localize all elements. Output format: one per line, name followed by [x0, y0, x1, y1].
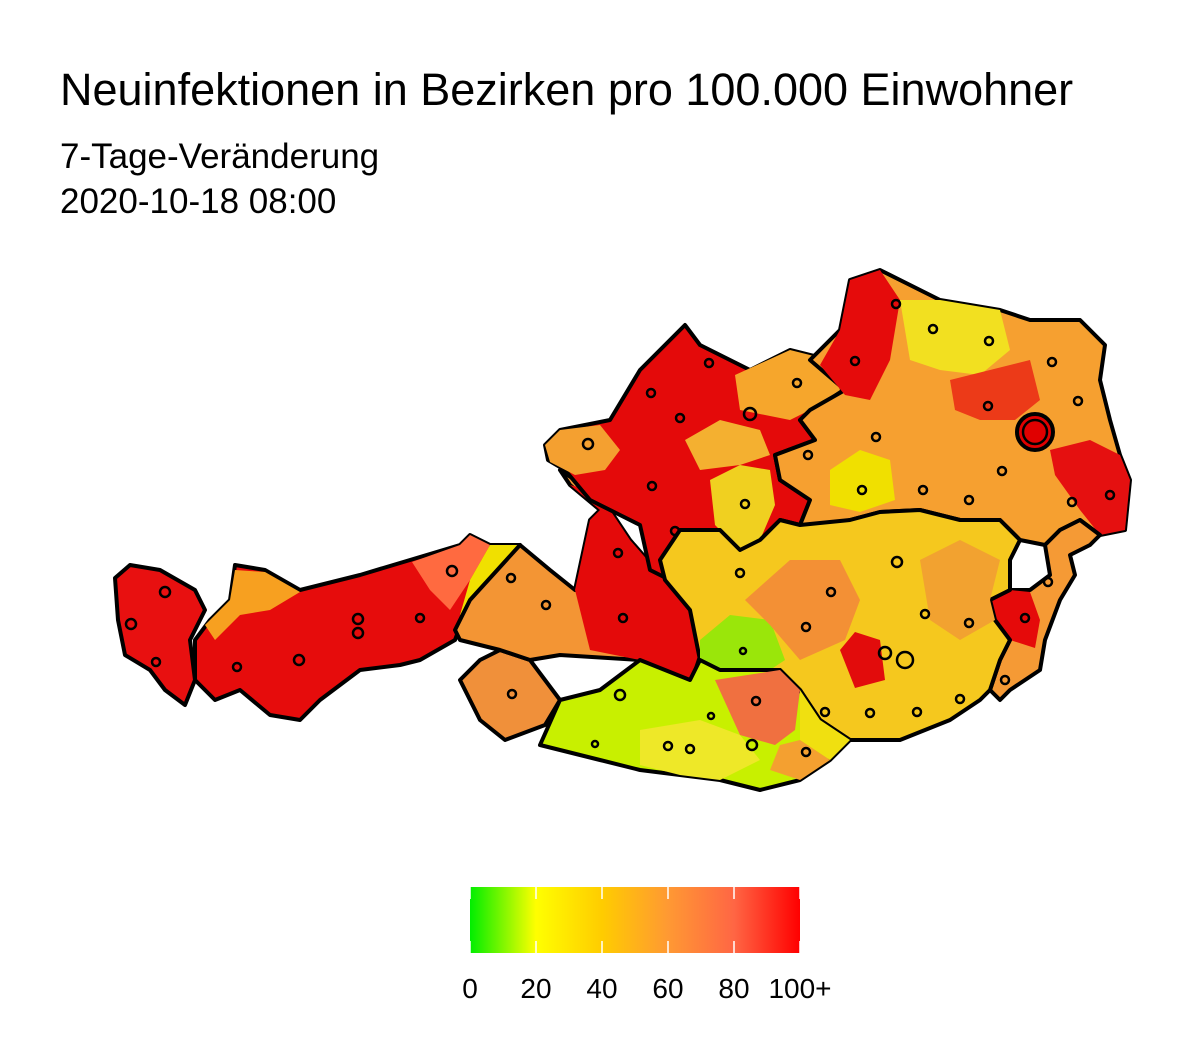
circle: [954, 693, 966, 705]
circle: [1104, 489, 1116, 501]
circle: [351, 612, 365, 626]
region: [1050, 440, 1130, 535]
circle: [590, 739, 600, 749]
circle: [669, 525, 681, 537]
circle: [890, 298, 902, 310]
timestamp: 2020-10-18 08:00: [60, 182, 336, 221]
circle: [999, 674, 1011, 686]
circle: [877, 645, 893, 661]
region: [800, 690, 850, 760]
circle: [963, 617, 975, 629]
circle: [684, 743, 696, 755]
circle: [734, 567, 746, 579]
circle: [919, 608, 931, 620]
tick-label: 20: [520, 973, 551, 1004]
circle: [150, 656, 162, 668]
circle: [703, 357, 715, 369]
circle: [791, 377, 803, 389]
circle: [825, 586, 837, 598]
tick-label: 100+: [768, 973, 831, 1004]
circle: [124, 617, 138, 631]
circle: [870, 431, 882, 443]
circle: [849, 355, 861, 367]
region: [900, 300, 1010, 375]
circle: [895, 650, 915, 670]
circle: [802, 449, 814, 461]
circle: [983, 335, 995, 347]
circle: [445, 564, 459, 578]
circle: [1021, 418, 1049, 446]
circle: [674, 412, 686, 424]
circle: [540, 599, 552, 611]
circle: [890, 555, 904, 569]
circle: [1066, 496, 1078, 508]
tick-label: 60: [652, 973, 683, 1004]
circle: [1046, 356, 1058, 368]
circle: [1042, 576, 1054, 588]
circle: [911, 706, 923, 718]
colorbar: [470, 887, 800, 953]
subtitle: 7-Tage-Veränderung: [60, 137, 379, 176]
region: [640, 720, 760, 780]
region: [685, 420, 770, 470]
circle: [506, 688, 518, 700]
region: [458, 648, 562, 742]
circle: [1072, 395, 1084, 407]
region: [840, 632, 885, 688]
circle: [613, 688, 627, 702]
region: [412, 535, 490, 610]
circle: [996, 465, 1008, 477]
circle: [739, 498, 751, 510]
circle: [662, 740, 674, 752]
circle: [982, 400, 994, 412]
circle: [917, 484, 929, 496]
title: Neuinfektionen in Bezirken pro 100.000 E…: [60, 64, 1073, 115]
circle: [706, 711, 716, 721]
region: [745, 560, 860, 660]
district-markers: [124, 298, 1116, 758]
circle: [351, 626, 365, 640]
circle: [612, 547, 624, 559]
region: [770, 740, 830, 780]
circle: [645, 387, 657, 399]
region: [990, 590, 1040, 648]
circle: [158, 585, 172, 599]
circle: [617, 612, 629, 624]
map: [113, 268, 1132, 792]
region: [205, 570, 300, 640]
region: [820, 270, 900, 400]
region: [950, 360, 1040, 420]
circle: [581, 437, 595, 451]
region: [570, 485, 700, 680]
circle: [231, 661, 243, 673]
region: [920, 540, 1000, 640]
circle: [738, 646, 748, 656]
region: [830, 450, 895, 512]
circle: [292, 653, 306, 667]
region: [700, 615, 785, 670]
circle: [750, 695, 762, 707]
circle: [927, 323, 939, 335]
circle: [800, 746, 812, 758]
region: [735, 350, 840, 420]
region: [715, 670, 800, 745]
circle: [800, 621, 812, 633]
circle: [1019, 612, 1031, 624]
circle: [646, 480, 658, 492]
circle: [856, 484, 868, 496]
circle: [864, 707, 876, 719]
region: [113, 563, 207, 707]
circle: [505, 572, 517, 584]
circle: [742, 406, 758, 422]
circle: [745, 738, 759, 752]
tick-label: 0: [462, 973, 478, 1004]
tick-label: 40: [586, 973, 617, 1004]
region: [545, 425, 620, 475]
tick-label: 80: [718, 973, 749, 1004]
circle: [414, 612, 426, 624]
circle: [963, 494, 975, 506]
circle: [819, 706, 831, 718]
